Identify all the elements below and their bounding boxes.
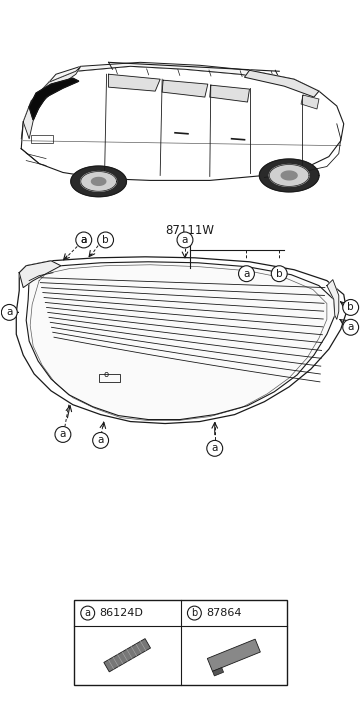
Circle shape [177, 232, 193, 248]
Polygon shape [104, 638, 151, 672]
FancyBboxPatch shape [74, 601, 287, 685]
Polygon shape [281, 171, 297, 180]
Text: a: a [81, 235, 87, 245]
Text: b: b [102, 235, 109, 245]
Polygon shape [244, 71, 319, 97]
Polygon shape [109, 74, 160, 91]
Polygon shape [162, 80, 208, 97]
Circle shape [343, 300, 359, 316]
Text: 87864: 87864 [206, 608, 242, 618]
Text: a: a [60, 430, 66, 439]
Circle shape [271, 266, 287, 281]
Text: b: b [348, 302, 354, 313]
Circle shape [55, 427, 71, 443]
Polygon shape [16, 257, 347, 424]
Polygon shape [260, 159, 319, 192]
Text: a: a [81, 235, 87, 245]
Text: a: a [211, 443, 218, 454]
Polygon shape [210, 85, 249, 102]
Text: b: b [276, 269, 283, 278]
Circle shape [343, 319, 359, 335]
Circle shape [207, 441, 223, 457]
Text: 86124D: 86124D [100, 608, 143, 618]
Text: 87111W: 87111W [165, 223, 214, 236]
Text: a: a [6, 308, 13, 318]
Circle shape [76, 232, 92, 248]
Circle shape [81, 606, 95, 620]
Circle shape [239, 266, 254, 281]
Text: a: a [97, 435, 104, 446]
Text: a: a [182, 235, 188, 245]
Polygon shape [301, 95, 319, 109]
Text: a: a [243, 269, 250, 278]
Polygon shape [21, 66, 344, 180]
Circle shape [1, 305, 17, 321]
Text: b: b [191, 608, 198, 618]
Circle shape [98, 232, 114, 248]
Text: a: a [348, 322, 354, 332]
Circle shape [93, 433, 109, 449]
Polygon shape [23, 66, 81, 139]
Circle shape [188, 606, 201, 620]
Polygon shape [92, 177, 106, 185]
Polygon shape [71, 166, 126, 197]
Polygon shape [49, 63, 319, 91]
Polygon shape [26, 262, 335, 419]
Polygon shape [327, 280, 339, 319]
Polygon shape [212, 667, 224, 676]
Polygon shape [207, 639, 260, 671]
Text: a: a [85, 608, 91, 618]
Polygon shape [29, 79, 79, 120]
Polygon shape [19, 261, 61, 288]
Polygon shape [269, 164, 309, 186]
Polygon shape [81, 172, 117, 191]
Text: o: o [103, 371, 108, 379]
